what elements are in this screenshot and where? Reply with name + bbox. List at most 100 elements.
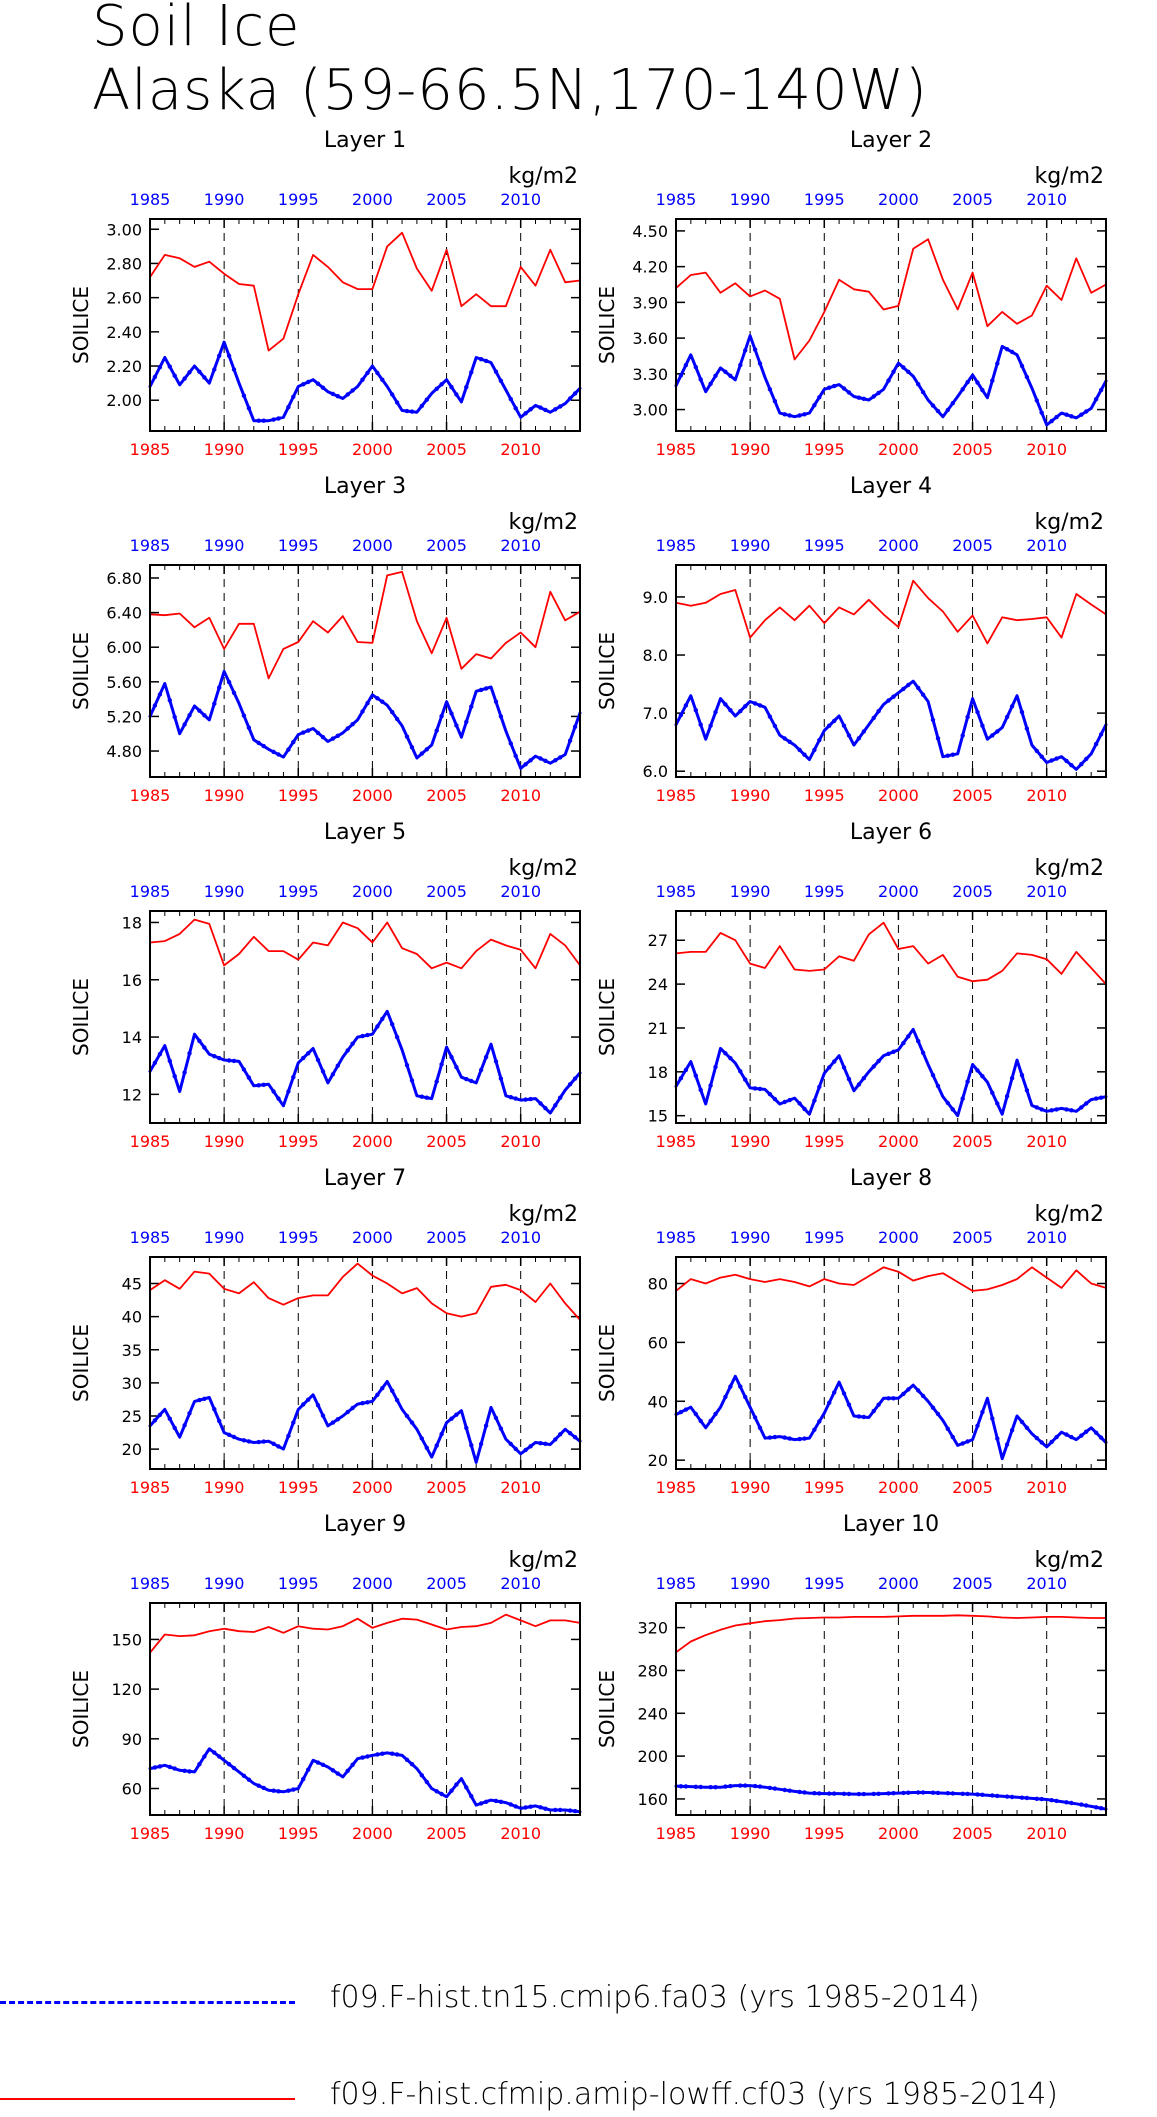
p4-xtick-label-bottom: 1990 xyxy=(730,786,771,805)
p6-series-blue-dot xyxy=(876,1058,881,1064)
p6-series-blue-dot xyxy=(812,1098,817,1103)
p4-series-blue-dot xyxy=(802,752,807,757)
p6-series-blue-dot xyxy=(950,1107,955,1112)
p4-xtick-label-top: 1995 xyxy=(804,536,845,555)
p3-series-blue-dot xyxy=(553,758,558,763)
p7-series-blue-dot xyxy=(286,1433,291,1439)
p8-series-blue-dot xyxy=(995,1436,1000,1441)
p7-series-blue-dot xyxy=(553,1437,558,1442)
p7-series-blue-dot xyxy=(558,1432,563,1437)
p10-series-blue-dot xyxy=(743,1783,748,1788)
p7-series-blue-dot xyxy=(439,1431,444,1437)
p1-xtick-label-top: 1995 xyxy=(278,190,319,209)
p6-series-blue-dot xyxy=(757,1086,763,1092)
p8-xtick-label-bottom: 2000 xyxy=(878,1478,919,1497)
p10-series-blue-dot xyxy=(787,1788,792,1793)
p7-series-blue-dot xyxy=(217,1418,222,1424)
p6-series-blue-dot xyxy=(856,1082,862,1087)
p1-ytick-label: 2.40 xyxy=(106,323,142,342)
p8-series-blue-dot xyxy=(743,1394,748,1400)
p2-series-blue-dot xyxy=(1069,414,1074,419)
p2-series-blue-dot xyxy=(743,348,748,353)
p6-xtick-label-top: 1995 xyxy=(804,882,845,901)
p4-series-blue-dot xyxy=(1069,763,1074,768)
p1-series-blue-dot xyxy=(271,417,276,422)
p8-series-blue-dot xyxy=(920,1393,926,1399)
p4-series-blue-dot xyxy=(1054,756,1059,761)
p8-series-blue-dot xyxy=(678,1409,684,1415)
p2-series-blue-dot xyxy=(787,413,792,418)
p3-xtick-label-top: 2005 xyxy=(426,536,467,555)
p7-series-blue-dot xyxy=(538,1441,543,1446)
p9-series-blue-dot xyxy=(271,1788,276,1793)
p6-xtick-label-bottom: 2005 xyxy=(952,1132,993,1151)
p3-series-blue-dot xyxy=(261,743,266,749)
p5-series-blue-dot xyxy=(271,1089,276,1094)
p4-series-blue-dot xyxy=(945,753,950,758)
p4-series-blue-dot xyxy=(1093,741,1099,747)
p9-series-blue-dot xyxy=(464,1785,469,1790)
p3-series-blue-dot xyxy=(439,713,444,719)
p10-series-blue-dot xyxy=(945,1791,950,1796)
p3-series-red-line xyxy=(149,571,581,680)
p4-series-blue-dot xyxy=(990,733,995,738)
p3-series-blue-dot xyxy=(360,709,365,714)
p5-xtick-label-top: 1995 xyxy=(278,882,319,901)
p5-series-red-line xyxy=(149,918,581,970)
p3-series-blue-dot xyxy=(217,685,222,690)
p6-series-blue-dot xyxy=(1069,1108,1074,1113)
p1-series-blue-line xyxy=(148,340,582,423)
p5-series-blue-dot xyxy=(360,1033,365,1039)
p6-series-blue-dot xyxy=(846,1076,852,1082)
p3-series-blue-dot xyxy=(350,722,355,727)
p2-ylabel: SOILICE xyxy=(595,286,619,364)
p7-series-blue-dot xyxy=(182,1423,187,1428)
p5-series-blue-dot xyxy=(241,1067,247,1072)
p4-series-blue-dot xyxy=(871,715,876,721)
p9-series-blue-dot xyxy=(543,1806,548,1811)
p6-series-blue-dot xyxy=(1049,1108,1054,1113)
p7-series-blue-dot xyxy=(246,1439,252,1444)
p10-xtick-label-bottom: 2000 xyxy=(878,1824,919,1843)
p9-series-blue-dot xyxy=(212,1750,217,1755)
p1-ylabel: SOILICE xyxy=(69,286,93,364)
p2-series-blue-dot xyxy=(1004,347,1010,352)
p2-series-blue-dot xyxy=(772,399,778,404)
p4-series-blue-dot xyxy=(935,736,941,741)
p9-ytick-label: 60 xyxy=(122,1780,142,1799)
p1-series-blue-dot xyxy=(226,353,232,358)
p3-series-blue-dot xyxy=(390,709,395,715)
p2-series-blue-dot xyxy=(723,369,728,374)
p10-series-blue-dot xyxy=(841,1791,847,1797)
p9-series-blue-dot xyxy=(350,1762,355,1768)
p5-series-blue-dot xyxy=(365,1032,370,1038)
p10-frame xyxy=(675,1602,1107,1816)
p1-series-blue-dot xyxy=(543,407,548,413)
p1-series-blue-dot xyxy=(375,370,380,376)
p3-units-label: kg/m2 xyxy=(508,510,578,535)
p7-series-blue-dot xyxy=(261,1439,266,1444)
p2-series-blue-dot xyxy=(752,347,758,352)
p1-series-blue-dot xyxy=(404,408,410,414)
p2-series-blue-dot xyxy=(861,396,866,401)
p8-xtick-label-top: 2010 xyxy=(1026,1228,1067,1247)
p7-series-blue-dot xyxy=(172,1425,177,1431)
p4-xtick-label-top: 2010 xyxy=(1026,536,1067,555)
p7-ytick-label: 40 xyxy=(122,1308,142,1327)
p8-series-blue-dot xyxy=(950,1434,955,1440)
p8-series-blue-dot xyxy=(906,1387,911,1392)
p9-series-blue-line xyxy=(148,1747,582,1814)
p5-series-blue-dot xyxy=(409,1078,415,1083)
p5-xtick-label-top: 1990 xyxy=(204,882,245,901)
p3-series-blue-dot xyxy=(419,751,424,756)
p9-series-blue-dot xyxy=(320,1762,326,1768)
p5-series-blue-dot xyxy=(335,1063,340,1068)
p2-series-blue-dot xyxy=(876,390,881,396)
p6-xtick-label-top: 2005 xyxy=(952,882,993,901)
p4-series-blue-dot xyxy=(1064,758,1069,764)
p4-series-blue-dot xyxy=(772,723,778,729)
p4-series-blue-dot xyxy=(693,708,698,713)
p9-units-label: kg/m2 xyxy=(508,1548,578,1573)
p5-series-blue-dot xyxy=(454,1064,459,1070)
p10-series-blue-dot xyxy=(871,1791,876,1797)
